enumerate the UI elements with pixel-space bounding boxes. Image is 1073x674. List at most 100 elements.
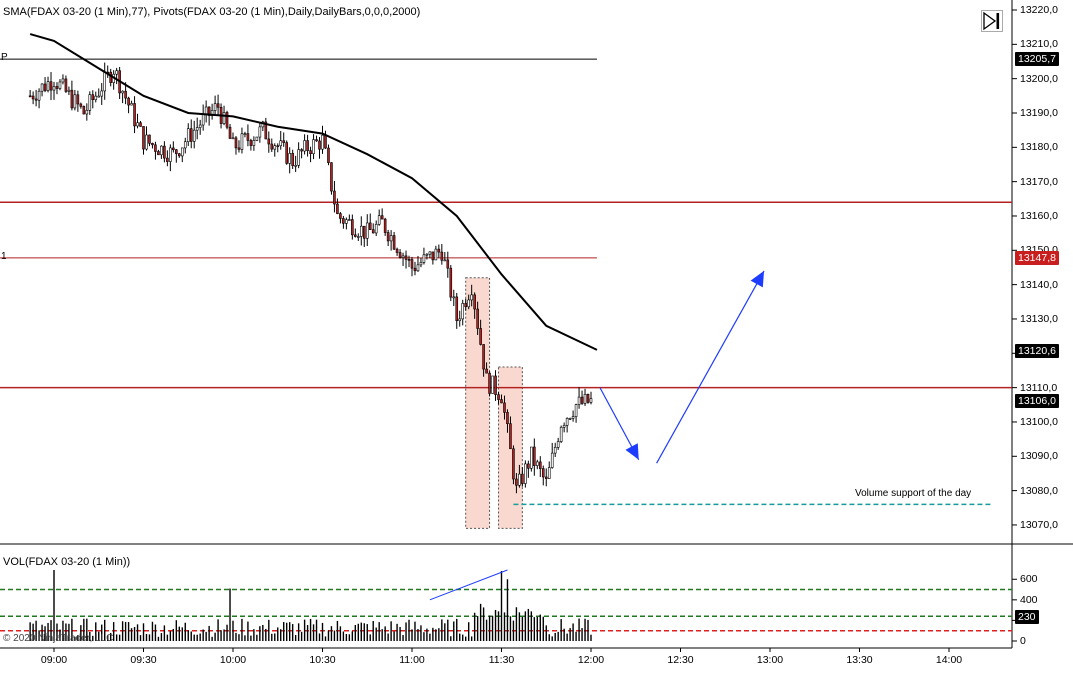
volume-support-annotation: Volume support of the day — [855, 488, 972, 499]
candle-down — [336, 203, 339, 214]
candle-down — [512, 448, 515, 480]
price-tick-label: 13080,0 — [1020, 484, 1058, 497]
candle-down — [270, 143, 274, 150]
price-tick-label: 13200,0 — [1020, 72, 1058, 85]
candle-down — [175, 149, 178, 154]
candle-up — [374, 223, 378, 234]
candle-up — [377, 215, 381, 225]
price-tick-label: 13100,0 — [1020, 415, 1058, 428]
candle-down — [392, 235, 396, 250]
candle-down — [538, 461, 542, 469]
candle-up — [67, 89, 71, 92]
candle-down — [380, 215, 384, 220]
candle-down — [318, 140, 321, 150]
candle-down — [228, 126, 232, 139]
pivot-r1-label: 1 — [1, 251, 7, 262]
candle-down — [455, 296, 459, 322]
volume-indicator-label: VOL(FDAX 03-20 (1 Min)) — [3, 556, 131, 568]
candle-down — [330, 162, 333, 192]
price-tick-label: 13180,0 — [1020, 141, 1058, 154]
projection-arrowhead — [625, 443, 639, 460]
candle-down — [500, 399, 503, 404]
candle-up — [252, 140, 256, 146]
candle-up — [279, 140, 283, 147]
candle-down — [464, 303, 468, 308]
candle-up — [288, 153, 291, 164]
play-to-end-icon[interactable] — [981, 10, 1003, 32]
candle-up — [524, 463, 527, 484]
candle-down — [139, 122, 142, 127]
candle-down — [413, 267, 417, 272]
time-tick-label: 11:00 — [399, 654, 425, 666]
candle-up — [461, 303, 465, 320]
candle-up — [204, 106, 208, 115]
time-tick-label: 12:00 — [577, 654, 605, 666]
candle-down — [494, 375, 497, 395]
candle-down — [386, 232, 390, 242]
candle-up — [550, 452, 554, 468]
candle-up — [416, 264, 420, 272]
candle-down — [324, 134, 327, 149]
candle-down — [446, 259, 450, 269]
volume-trend-line — [429, 569, 508, 601]
candle-down — [371, 229, 375, 234]
candle-down — [148, 134, 151, 144]
candle-up — [160, 145, 163, 156]
volume-tick-label: 0 — [1020, 635, 1026, 647]
time-tick-label: 10:00 — [219, 654, 247, 666]
sma-line — [29, 33, 598, 351]
candle-up — [255, 136, 259, 141]
candle-up — [452, 296, 456, 299]
time-tick-label: 09:30 — [130, 654, 157, 666]
candle-up — [192, 129, 196, 142]
candle-down — [488, 372, 491, 394]
candle-up — [562, 425, 566, 428]
candle-down — [151, 143, 154, 146]
candle-down — [339, 213, 342, 219]
candle-down — [282, 140, 286, 143]
candle-down — [497, 394, 500, 400]
candle-up — [73, 94, 77, 109]
candle-up — [121, 90, 124, 94]
candle-down — [306, 140, 309, 152]
candle-up — [345, 219, 348, 224]
candle-down — [34, 98, 38, 101]
candle-down — [82, 106, 86, 115]
candle-down — [503, 402, 506, 413]
candle-up — [470, 294, 473, 301]
candle-up — [428, 251, 432, 255]
candle-down — [234, 137, 238, 149]
candle-up — [136, 122, 139, 127]
volume-tag: 230 — [1015, 610, 1039, 625]
candle-down — [91, 94, 95, 100]
candle-up — [103, 71, 107, 92]
candle-down — [509, 423, 512, 450]
candle-down — [55, 86, 59, 89]
candle-down — [109, 71, 112, 83]
candle-down — [431, 251, 435, 261]
price-tick-label: 13170,0 — [1020, 175, 1058, 188]
candle-down — [407, 259, 411, 261]
candle-down — [342, 218, 345, 224]
candle-down — [154, 144, 157, 152]
volume-tick-label: 600 — [1020, 573, 1038, 586]
candle-up — [553, 447, 557, 454]
candle-down — [124, 90, 127, 99]
candle-down — [237, 147, 241, 150]
candle-up — [100, 90, 104, 97]
candle-down — [333, 190, 336, 205]
candle-down — [527, 463, 530, 469]
candle-down — [368, 222, 372, 230]
candle-up — [297, 149, 300, 166]
sma-price-tag: 13120,6 — [1015, 344, 1059, 359]
time-tick-label: 09:00 — [40, 654, 68, 666]
candle-up — [443, 259, 447, 262]
candle-up — [94, 95, 98, 100]
candle-down — [225, 112, 229, 128]
candle-up — [359, 225, 363, 237]
candle-down — [64, 78, 68, 92]
candle-up — [419, 262, 423, 266]
price-tick-label: 13090,0 — [1020, 450, 1058, 463]
candle-up — [425, 253, 429, 256]
